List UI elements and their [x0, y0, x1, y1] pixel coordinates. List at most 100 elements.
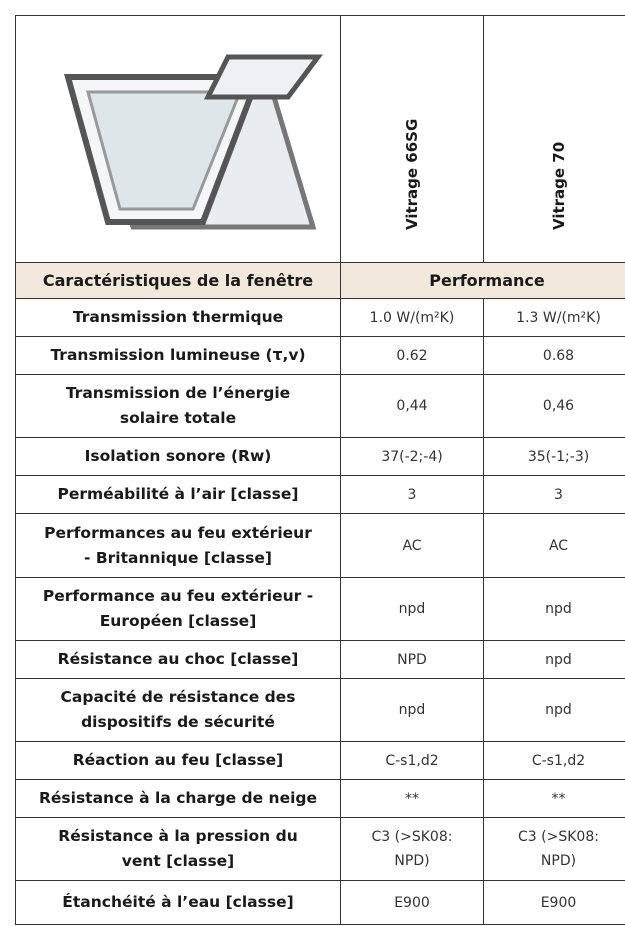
row-value: 35(-1;-3) [483, 437, 625, 476]
cell-line: ** [551, 790, 566, 807]
cell-line: npd [398, 702, 426, 718]
row-value: NPD [340, 640, 484, 679]
cell-line: - Britannique [classe] [84, 548, 272, 567]
cell-line: Capacité de résistance des [60, 688, 296, 706]
row-value: ** [340, 779, 484, 818]
cell-line: C-s1,d2 [385, 752, 439, 769]
cell-line: 0,44 [396, 398, 428, 414]
data-row: Réaction au feu [classe] C-s1,d2 C-s1,d2 [15, 741, 625, 780]
cell-line: npd [545, 601, 572, 617]
row-value: C3 (>SK08: NPD) [340, 817, 484, 881]
data-row: Capacité de résistance des dispositifs de… [15, 678, 625, 742]
row-value: 0.68 [483, 336, 625, 375]
cell-line: Transmission de l’énergie [65, 384, 291, 402]
row-value: 1.0 W/(m²K) [340, 298, 484, 337]
row-value: npd [340, 678, 484, 742]
row-label: Résistance au choc [classe] [15, 640, 341, 679]
cell-line: Européen [classe] [99, 612, 257, 630]
cell-line: Performances au feu extérieur [44, 523, 312, 542]
cell-line: 37(-2;-4) [381, 448, 443, 465]
label-heading: Caractéristiques de la fenêtre [15, 262, 341, 299]
cell-line: NPD) [394, 853, 430, 869]
column-header: Vitrage 66SG [403, 118, 421, 230]
row-value: C-s1,d2 [483, 741, 625, 780]
row-label: Transmission lumineuse (τ,v) [15, 336, 341, 375]
cell-line: NPD [397, 651, 427, 668]
row-value: 0,46 [483, 374, 625, 438]
cell-line: C3 (>SK08: [518, 829, 599, 845]
data-row: Perméabilité à l’air [classe] 3 3 [15, 475, 625, 514]
row-label: Étanchéité à l’eau [classe] [15, 880, 341, 925]
cell-line: 0.68 [542, 347, 575, 364]
cell-line: Transmission lumineuse (τ,v) [50, 346, 306, 364]
row-label: Perméabilité à l’air [classe] [15, 475, 341, 514]
row-value: 37(-2;-4) [340, 437, 484, 476]
cell-line: Performance au feu extérieur - [42, 587, 314, 605]
row-value: E900 [483, 880, 625, 925]
row-value: 3 [340, 475, 484, 514]
product-image-cell [15, 15, 341, 263]
row-value: npd [483, 640, 625, 679]
cell-line: dispositifs de sécurité [81, 713, 275, 731]
cell-line: E900 [540, 894, 577, 911]
data-row: Performance au feu extérieur - Européen [… [15, 577, 625, 641]
row-value: npd [483, 577, 625, 641]
cell-line: ** [405, 790, 419, 807]
row-label: Résistance à la pression du vent [classe] [15, 817, 341, 881]
data-row: Résistance au choc [classe] NPD npd [15, 640, 625, 679]
cell-line: 1.3 W/(m²K) [516, 309, 601, 326]
table-wrap: Vitrage 66SG Vitrage 70 Caractéristiques… [15, 15, 625, 926]
cell-line: npd [398, 601, 426, 617]
row-value: ** [483, 779, 625, 818]
cell-line: E900 [394, 894, 430, 911]
cell-line: 35(-1;-3) [527, 448, 590, 465]
row-label: Capacité de résistance des dispositifs de… [15, 678, 341, 742]
row-value: AC [340, 513, 484, 578]
row-value: C-s1,d2 [340, 741, 484, 780]
cell-line: 3 [554, 486, 563, 503]
row-value: AC [483, 513, 625, 578]
cell-line: 3 [407, 486, 417, 503]
cell-line: 0,46 [542, 398, 575, 414]
row-value: npd [340, 577, 484, 641]
column-header-cell: Vitrage 70 [483, 15, 625, 263]
cell-line: solaire totale [119, 409, 237, 427]
row-value: 0,44 [340, 374, 484, 438]
row-label: Réaction au feu [classe] [15, 741, 341, 780]
spec-table: Vitrage 66SG Vitrage 70 Caractéristiques… [15, 15, 625, 925]
data-row: Résistance à la pression du vent [classe]… [15, 817, 625, 881]
cell-line: C3 (>SK08: [371, 829, 453, 845]
cell-line: C-s1,d2 [531, 752, 586, 769]
cell-line: Perméabilité à l’air [classe] [57, 485, 299, 503]
data-row: Transmission de l’énergie solaire totale 0… [15, 374, 625, 438]
cell-line: Réaction au feu [classe] [72, 751, 284, 769]
row-value: C3 (>SK08: NPD) [483, 817, 625, 881]
cell-line: vent [classe] [121, 852, 235, 870]
row-value: 3 [483, 475, 625, 514]
cell-line: AC [402, 537, 422, 554]
cell-line: Résistance à la charge de neige [38, 789, 318, 807]
cell-line: NPD) [540, 853, 577, 869]
row-value: E900 [340, 880, 484, 925]
row-label: Performance au feu extérieur - Européen [… [15, 577, 341, 641]
row-label: Isolation sonore (Rw) [15, 437, 341, 476]
cell-line: 1.0 W/(m²K) [369, 309, 455, 326]
data-row: Performances au feu extérieur - Britanniq… [15, 513, 625, 578]
row-value: npd [483, 678, 625, 742]
data-row: Transmission lumineuse (τ,v) 0.62 0.68 [15, 336, 625, 375]
data-row: Transmission thermique 1.0 W/(m²K) 1.3 W/(… [15, 298, 625, 337]
cell-line: Résistance au choc [classe] [57, 650, 299, 668]
row-label: Performances au feu extérieur - Britanniq… [15, 513, 341, 578]
upper-sash [203, 54, 323, 100]
row-value: 1.3 W/(m²K) [483, 298, 625, 337]
data-row: Isolation sonore (Rw) 37(-2;-4) 35(-1;-3) [15, 437, 625, 476]
cell-line: npd [545, 651, 572, 668]
column-header-cell: Vitrage 66SG [340, 15, 484, 263]
row-value: 0.62 [340, 336, 484, 375]
heading-row: Caractéristiques de la fenêtre Performan… [15, 262, 625, 299]
cell-line: Transmission thermique [72, 308, 284, 326]
cell-line: Résistance à la pression du [58, 827, 298, 845]
table-body: Vitrage 66SG Vitrage 70 Caractéristiques… [15, 15, 625, 925]
cell-line: AC [548, 537, 569, 554]
